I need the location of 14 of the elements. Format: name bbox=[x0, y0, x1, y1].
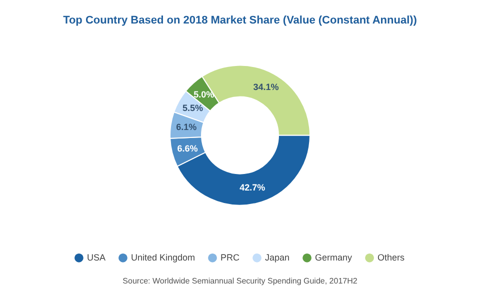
legend-label: PRC bbox=[220, 252, 240, 262]
data-label: 34.1% bbox=[253, 82, 279, 92]
legend-label: Japan bbox=[265, 252, 290, 262]
data-label: 6.6% bbox=[177, 143, 198, 154]
data-label: 5.0% bbox=[194, 89, 214, 100]
chart-title: Top Country Based on 2018 Market Share (Value (Constant Annual)) bbox=[63, 14, 418, 27]
data-label: 6.1% bbox=[176, 122, 197, 132]
legend-label: Others bbox=[378, 252, 406, 262]
data-label: 42.7% bbox=[240, 182, 266, 193]
source-note: Source: Worldwide Semiannual Security Spending Guide, 2017H2 bbox=[122, 276, 358, 286]
legend-label: United Kingdom bbox=[130, 252, 196, 262]
data-label: 5.5% bbox=[182, 103, 203, 114]
legend-label: Germany bbox=[315, 252, 353, 262]
legend-label: USA bbox=[86, 252, 106, 262]
